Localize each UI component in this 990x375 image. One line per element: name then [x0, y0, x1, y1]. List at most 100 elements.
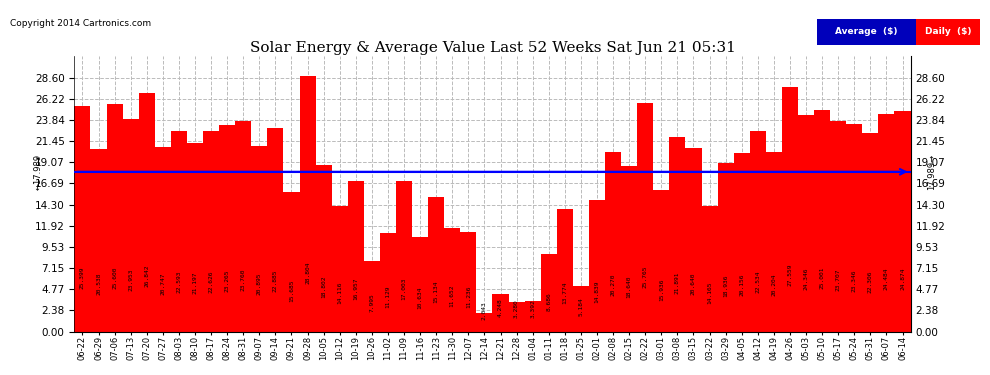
- Bar: [685, 148, 702, 332]
- Bar: [236, 120, 251, 332]
- Bar: [782, 87, 798, 332]
- Bar: [380, 233, 396, 332]
- Bar: [605, 152, 621, 332]
- Bar: [492, 294, 509, 332]
- Bar: [316, 165, 332, 332]
- Title: Solar Energy & Average Value Last 52 Weeks Sat Jun 21 05:31: Solar Energy & Average Value Last 52 Wee…: [249, 41, 736, 55]
- Text: 28.804: 28.804: [305, 262, 310, 284]
- Bar: [878, 114, 895, 332]
- Text: Copyright 2014 Cartronics.com: Copyright 2014 Cartronics.com: [10, 19, 151, 28]
- Text: 11.236: 11.236: [466, 285, 471, 308]
- Text: 3.280: 3.280: [514, 300, 519, 318]
- Text: 3.392: 3.392: [531, 299, 536, 318]
- Text: 20.156: 20.156: [740, 273, 744, 296]
- Bar: [895, 111, 911, 332]
- Bar: [267, 128, 283, 332]
- Text: 21.891: 21.891: [675, 271, 680, 294]
- Text: 20.538: 20.538: [96, 273, 101, 296]
- Bar: [90, 149, 107, 332]
- Bar: [396, 180, 412, 332]
- Text: 25.399: 25.399: [80, 266, 85, 289]
- Text: 15.685: 15.685: [289, 279, 294, 302]
- Text: 22.885: 22.885: [273, 270, 278, 292]
- Text: 26.842: 26.842: [145, 264, 149, 287]
- Text: 17.989→: 17.989→: [927, 154, 936, 190]
- Bar: [445, 228, 460, 332]
- Bar: [702, 206, 718, 332]
- Bar: [300, 76, 316, 332]
- Text: Daily  ($): Daily ($): [925, 27, 971, 36]
- Bar: [219, 125, 236, 332]
- Bar: [669, 137, 685, 332]
- Text: 8.686: 8.686: [546, 292, 551, 311]
- Bar: [251, 146, 267, 332]
- Text: 11.129: 11.129: [385, 285, 390, 308]
- Text: 7.995: 7.995: [369, 293, 374, 312]
- Bar: [525, 302, 541, 332]
- Text: 27.559: 27.559: [787, 264, 792, 286]
- Bar: [203, 130, 219, 332]
- Bar: [107, 104, 123, 332]
- Bar: [412, 237, 428, 332]
- Text: 22.306: 22.306: [868, 270, 873, 293]
- Bar: [74, 106, 90, 332]
- Text: 18.640: 18.640: [627, 275, 632, 298]
- Text: 18.936: 18.936: [723, 275, 728, 297]
- Text: 22.534: 22.534: [755, 270, 760, 292]
- Text: 22.593: 22.593: [176, 270, 181, 292]
- Text: 23.953: 23.953: [128, 268, 134, 291]
- Text: 5.184: 5.184: [578, 297, 583, 316]
- Bar: [476, 314, 492, 332]
- Text: 20.895: 20.895: [256, 272, 261, 295]
- Text: 20.270: 20.270: [611, 273, 616, 296]
- Bar: [556, 209, 573, 332]
- Bar: [862, 134, 878, 332]
- Bar: [347, 181, 364, 332]
- Bar: [749, 131, 766, 332]
- Text: 23.346: 23.346: [851, 269, 856, 292]
- Bar: [283, 192, 300, 332]
- Bar: [638, 103, 653, 332]
- Text: 17.003: 17.003: [402, 278, 407, 300]
- Text: 2.043: 2.043: [482, 301, 487, 320]
- Bar: [621, 166, 638, 332]
- Text: 24.346: 24.346: [804, 268, 809, 290]
- Text: 23.265: 23.265: [225, 269, 230, 292]
- Bar: [154, 147, 171, 332]
- Text: 24.484: 24.484: [884, 268, 889, 290]
- Text: 21.197: 21.197: [192, 272, 197, 294]
- Bar: [509, 303, 525, 332]
- Text: 25.001: 25.001: [820, 267, 825, 290]
- Bar: [831, 121, 846, 332]
- Text: 23.760: 23.760: [241, 268, 246, 291]
- Text: 14.165: 14.165: [707, 281, 712, 304]
- Bar: [846, 124, 862, 332]
- Text: 14.839: 14.839: [595, 280, 600, 303]
- Text: 16.957: 16.957: [353, 278, 358, 300]
- Text: 25.765: 25.765: [643, 266, 647, 288]
- Text: 4.248: 4.248: [498, 298, 503, 317]
- Text: 15.134: 15.134: [434, 280, 439, 303]
- Text: 10.634: 10.634: [418, 286, 423, 309]
- Text: 18.802: 18.802: [321, 275, 326, 298]
- Bar: [460, 232, 476, 332]
- Text: 22.626: 22.626: [209, 270, 214, 292]
- Bar: [187, 143, 203, 332]
- Bar: [718, 164, 734, 332]
- Text: 11.652: 11.652: [449, 285, 454, 307]
- Text: 20.204: 20.204: [771, 273, 776, 296]
- Text: Average  ($): Average ($): [835, 27, 898, 36]
- Bar: [798, 116, 814, 332]
- Text: 13.774: 13.774: [562, 282, 567, 304]
- Bar: [573, 285, 589, 332]
- Text: 20.640: 20.640: [691, 273, 696, 295]
- Bar: [541, 254, 556, 332]
- Text: 23.707: 23.707: [836, 268, 841, 291]
- Bar: [139, 93, 154, 332]
- Bar: [734, 153, 749, 332]
- Text: ←17.989: ←17.989: [34, 154, 43, 190]
- Text: 15.936: 15.936: [658, 279, 664, 302]
- Bar: [123, 119, 139, 332]
- Bar: [766, 152, 782, 332]
- Bar: [653, 190, 669, 332]
